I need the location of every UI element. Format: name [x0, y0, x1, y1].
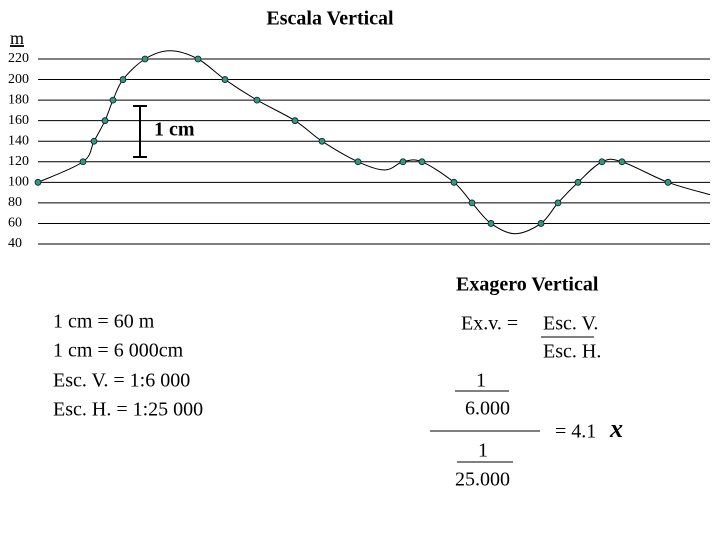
profile-point [487, 220, 495, 227]
y-tick-label: 180 [8, 92, 29, 107]
profile-point [418, 158, 426, 166]
y-tick-label: 220 [8, 51, 29, 66]
y-tick-label: 160 [8, 113, 29, 128]
fraction-numerator: 1 [478, 440, 488, 462]
fraction-numerator: 1 [476, 370, 486, 392]
chart-title: Escala Vertical [266, 8, 394, 30]
profile-point [253, 96, 261, 104]
y-tick-label: 100 [8, 175, 29, 190]
y-tick-label: 80 [8, 195, 22, 210]
profile-point [554, 199, 562, 207]
profile-point [450, 178, 458, 186]
y-tick-label: 120 [8, 154, 29, 169]
profile-point [34, 178, 42, 186]
note: 1 cm = 6 000cm [53, 340, 184, 362]
profile-line [37, 50, 711, 235]
profile-point [664, 178, 672, 186]
y-tick-label: 40 [8, 236, 22, 251]
profile-point [101, 117, 109, 125]
profile-point [468, 199, 476, 207]
profile-point [141, 55, 149, 63]
profile-point [90, 137, 98, 145]
symbol: x [609, 414, 623, 443]
profile-point [79, 158, 87, 166]
profile-point [537, 220, 545, 227]
y-axis-label: m [10, 28, 24, 48]
profile-point [221, 76, 229, 83]
section-title: Exagero Vertical [456, 274, 599, 296]
fraction-denominator: 25.000 [455, 469, 510, 491]
note: Esc. H. = 1:25 000 [53, 399, 203, 421]
profile-point [574, 178, 582, 186]
profile-point [618, 158, 626, 166]
profile-point [119, 76, 127, 83]
note: Esc. V. = 1:6 000 [53, 370, 190, 392]
profile-point [318, 137, 326, 145]
profile-point [291, 117, 299, 125]
profile-point [109, 96, 117, 104]
note: 1 cm = 60 m [53, 311, 155, 333]
result: = 4.1 [555, 421, 596, 443]
fraction-denominator: 6.000 [465, 398, 510, 420]
profile-point [598, 158, 606, 166]
profile-point [194, 55, 202, 63]
y-tick-label: 140 [8, 133, 29, 148]
formula-numerator: Esc. V. [543, 313, 598, 335]
profile-point [399, 158, 407, 166]
y-tick-label: 200 [8, 72, 29, 87]
annotation: 1 cm [154, 119, 195, 141]
y-tick-label: 60 [8, 216, 22, 231]
formula-denominator: Esc. H. [543, 341, 601, 363]
profile-point [354, 158, 362, 166]
formula-label: Ex.v. = [461, 313, 518, 335]
scale-bar [133, 105, 147, 158]
